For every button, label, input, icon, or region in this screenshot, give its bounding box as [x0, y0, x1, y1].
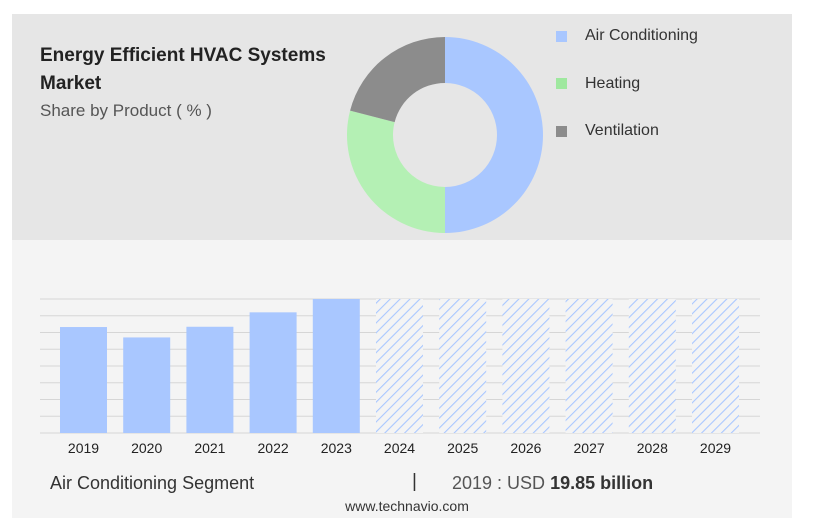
source-link[interactable]: www.technavio.com	[345, 498, 469, 514]
footer-value-amount: 19.85 billion	[550, 473, 654, 493]
bar-2020	[123, 337, 171, 433]
x-tick-label: 2019	[68, 440, 99, 456]
legend-item-ventilation: Ventilation	[556, 121, 698, 141]
x-tick-label: 2026	[510, 440, 541, 456]
bar-2022	[249, 312, 297, 433]
x-tick-label: 2023	[321, 440, 352, 456]
bar-2019	[60, 327, 107, 433]
legend-label: Air Conditioning	[585, 27, 698, 44]
chart-subtitle: Share by Product ( % )	[40, 101, 212, 120]
bar-2023	[312, 299, 360, 433]
footer-segment-label: Air Conditioning Segment	[50, 473, 255, 493]
chart-title: Energy Efficient HVAC Systems Market	[40, 45, 326, 94]
donut-chart	[347, 37, 543, 233]
forecast-bar-2024	[376, 299, 423, 433]
footer-value: 2019 : USD 19.85 billion	[452, 473, 653, 494]
x-tick-label: 2029	[700, 440, 731, 456]
donut-slice-air-conditioning	[445, 37, 543, 233]
legend-item-air-conditioning: Air Conditioning	[556, 26, 698, 46]
legend-swatch	[556, 30, 567, 42]
legend-item-heating: Heating	[556, 74, 698, 94]
forecast-bar-2029	[692, 299, 739, 433]
x-tick-label: 2028	[637, 440, 668, 456]
donut-slice-ventilation	[350, 37, 445, 123]
footer-separator: |	[412, 471, 417, 492]
x-tick-label: 2022	[258, 440, 289, 456]
x-tick-label: 2020	[131, 440, 162, 456]
bar-2021	[186, 326, 234, 433]
x-tick-label: 2027	[574, 440, 605, 456]
forecast-bar-2027	[565, 299, 613, 433]
forecast-bar-2026	[502, 299, 550, 433]
donut-slice-heating	[347, 110, 445, 233]
footer-value-prefix: 2019 : USD	[452, 473, 551, 493]
legend-swatch	[556, 78, 567, 89]
x-tick-label: 2025	[447, 440, 478, 456]
legend-label: Heating	[585, 74, 641, 92]
legend-label: Ventilation	[585, 122, 659, 139]
x-tick-label: 2024	[384, 440, 415, 456]
legend: Air Conditioning Heating Ventilation	[556, 26, 698, 169]
bar-chart: 2019 2020 2021 2022 2023 2024 2025 2026 2027 2028…	[40, 298, 760, 456]
forecast-bar-2028	[628, 299, 676, 433]
x-tick-label: 2021	[194, 440, 225, 456]
legend-swatch	[556, 125, 567, 137]
forecast-bar-2025	[439, 299, 487, 433]
